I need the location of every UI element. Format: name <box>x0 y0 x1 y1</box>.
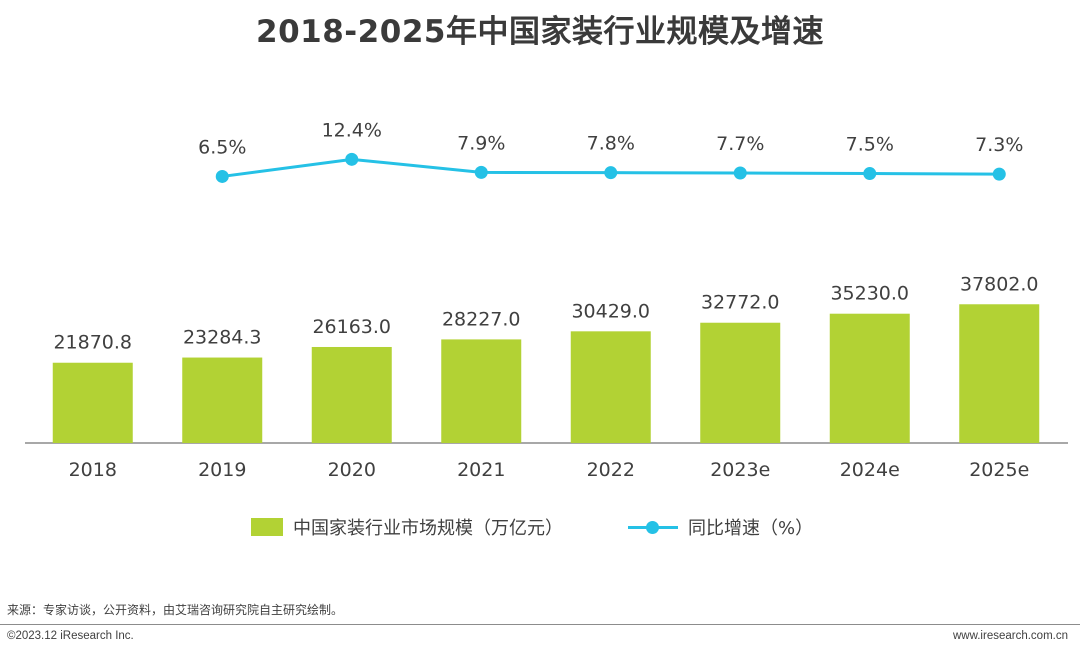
bar-2018 <box>52 362 133 443</box>
legend-item-market-size: 中国家装行业市场规模（万亿元） <box>251 512 563 542</box>
growth-point-2019 <box>215 169 229 183</box>
bar-2025e <box>959 304 1040 443</box>
growth-label-2020: 12.4% <box>322 119 382 141</box>
bar-2024e <box>829 313 910 443</box>
bar-2019 <box>182 357 263 443</box>
growth-label-2024e: 7.5% <box>846 134 894 156</box>
legend-item-growth: 同比增速（%） <box>628 512 813 542</box>
bar-2022 <box>570 331 651 443</box>
growth-point-2025e <box>992 167 1006 181</box>
growth-point-2021 <box>474 165 488 179</box>
growth-label-2025e: 7.3% <box>975 134 1023 156</box>
legend-label-market-size: 中国家装行业市场规模（万亿元） <box>293 518 563 539</box>
bar-value-label-2022: 30429.0 <box>571 300 650 322</box>
growth-label-2022: 7.8% <box>587 133 635 155</box>
legend-label-growth: 同比增速（%） <box>688 518 814 539</box>
footer-divider <box>0 624 1080 625</box>
x-tick-label-2024e: 2024e <box>840 459 900 481</box>
x-tick-label-2021: 2021 <box>457 459 505 481</box>
legend-swatch-bar <box>251 518 283 536</box>
legend-swatch-line <box>628 518 678 536</box>
growth-label-2019: 6.5% <box>198 136 246 158</box>
chart-plot: 21870.8 2018 23284.3 2019 26163.0 2020 28227.0… <box>25 119 1068 481</box>
bar-value-label-2025e: 37802.0 <box>960 273 1039 295</box>
bar-value-label-2024e: 35230.0 <box>830 283 909 305</box>
growth-point-2022 <box>604 166 618 180</box>
source-note: 来源：专家访谈，公开资料，由艾瑞咨询研究院自主研究绘制。 <box>7 603 344 617</box>
bar-2021 <box>441 339 522 443</box>
x-tick-label-2025e: 2025e <box>969 459 1029 481</box>
growth-point-2024e <box>863 167 877 181</box>
chart-title: 2018-2025年中国家装行业规模及增速 <box>256 14 824 50</box>
x-tick-label-2020: 2020 <box>328 459 376 481</box>
bar-value-label-2023e: 32772.0 <box>701 292 780 314</box>
x-tick-label-2019: 2019 <box>198 459 246 481</box>
bar-value-label-2020: 26163.0 <box>312 316 391 338</box>
growth-label-2023e: 7.7% <box>716 133 764 155</box>
bar-value-label-2018: 21870.8 <box>53 332 132 354</box>
chart-legend: 中国家装行业市场规模（万亿元） 同比增速（%） <box>0 512 1080 542</box>
growth-label-2021: 7.9% <box>457 132 505 154</box>
growth-point-2023e <box>733 166 747 180</box>
website-link[interactable]: www.iresearch.com.cn <box>952 630 1068 642</box>
bar-2023e <box>700 322 781 443</box>
bar-value-label-2019: 23284.3 <box>183 327 262 349</box>
copyright-text: ©2023.12 iResearch Inc. <box>7 630 134 642</box>
x-tick-label-2018: 2018 <box>69 459 117 481</box>
x-tick-label-2023e: 2023e <box>710 459 770 481</box>
bar-2020 <box>311 346 392 443</box>
x-tick-label-2022: 2022 <box>587 459 635 481</box>
growth-point-2020 <box>345 152 359 166</box>
bar-value-label-2021: 28227.0 <box>442 308 521 330</box>
